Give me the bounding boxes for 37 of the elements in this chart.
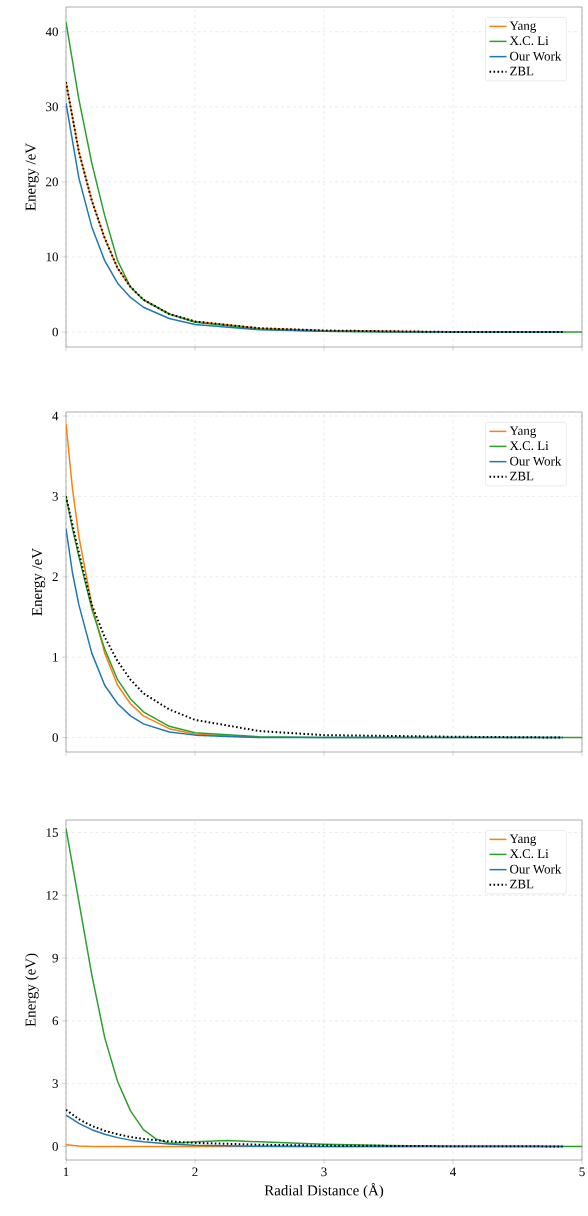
legend-label: Our Work xyxy=(510,864,562,874)
y-tick-label: 20 xyxy=(46,177,58,187)
x-tick-label: 5 xyxy=(579,1167,585,1177)
legend-label: X.C. Li xyxy=(509,849,549,859)
x-tick-label: 3 xyxy=(321,1167,327,1177)
y-axis-title: Energy /eV xyxy=(32,548,46,616)
x-tick-label: 4 xyxy=(450,1167,457,1177)
y-tick-label: 0 xyxy=(52,327,58,337)
x-axis-title: Radial Distance (Å) xyxy=(264,1183,384,1199)
y-axis-title: Energy /eV xyxy=(25,143,39,211)
y-tick-label: 2 xyxy=(52,572,58,582)
legend-label: X.C. Li xyxy=(509,441,549,451)
y-tick-label: 15 xyxy=(46,828,58,837)
y-tick-label: 30 xyxy=(46,102,58,112)
legend-label: Yang xyxy=(509,426,537,438)
legend-label: Yang xyxy=(509,21,537,33)
y-tick-label: 6 xyxy=(52,1016,59,1026)
y-tick-label: 40 xyxy=(45,27,58,37)
y-tick-label: 12 xyxy=(46,891,58,900)
legend-label: ZBL xyxy=(510,471,534,481)
y-axis-title: Energy (eV) xyxy=(25,953,39,1027)
y-tick-label: 3 xyxy=(52,1079,58,1088)
y-tick-label: 3 xyxy=(52,492,58,501)
y-tick-label: 9 xyxy=(52,953,58,963)
legend-label: ZBL xyxy=(510,879,534,889)
y-tick-label: 10 xyxy=(46,252,58,262)
legend-label: X.C. Li xyxy=(509,36,549,46)
y-tick-label: 1 xyxy=(53,652,58,662)
legend-label: ZBL xyxy=(510,66,534,76)
y-tick-label: 0 xyxy=(52,1142,58,1151)
legend-label: Our Work xyxy=(510,51,562,61)
x-tick-label: 1 xyxy=(63,1167,69,1177)
legend-label: Our Work xyxy=(510,456,562,466)
y-tick-label: 0 xyxy=(52,733,58,742)
legend-label: Yang xyxy=(509,834,537,846)
x-tick-label: 2 xyxy=(192,1167,198,1177)
y-tick-label: 4 xyxy=(52,411,59,421)
